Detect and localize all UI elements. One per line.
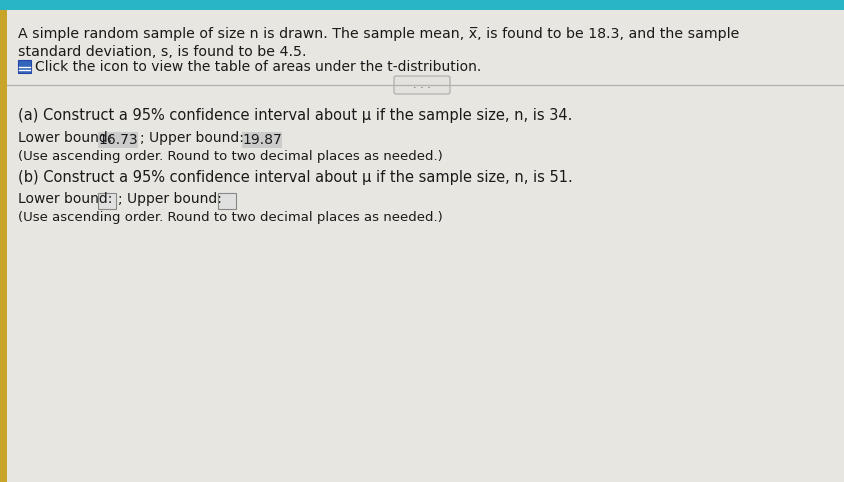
Text: (a) Construct a 95% confidence interval about μ if the sample size, n, is 34.: (a) Construct a 95% confidence interval … xyxy=(18,108,571,123)
Text: ; Upper bound:: ; Upper bound: xyxy=(140,131,244,145)
FancyBboxPatch shape xyxy=(18,60,31,73)
Text: Click the icon to view the table of areas under the t-distribution.: Click the icon to view the table of area… xyxy=(35,60,481,74)
Text: Lower bound:: Lower bound: xyxy=(18,192,112,206)
FancyBboxPatch shape xyxy=(98,132,138,148)
Text: (Use ascending order. Round to two decimal places as needed.): (Use ascending order. Round to two decim… xyxy=(18,150,442,163)
Text: A simple random sample of size n is drawn. The sample mean, x̅, is found to be 1: A simple random sample of size n is draw… xyxy=(18,27,738,41)
FancyBboxPatch shape xyxy=(98,193,116,209)
Text: (Use ascending order. Round to two decimal places as needed.): (Use ascending order. Round to two decim… xyxy=(18,211,442,224)
Text: 19.87: 19.87 xyxy=(242,133,282,147)
FancyBboxPatch shape xyxy=(218,193,235,209)
Text: . . .: . . . xyxy=(413,80,430,90)
Text: standard deviation, s, is found to be 4.5.: standard deviation, s, is found to be 4.… xyxy=(18,45,306,59)
Text: ; Upper bound:: ; Upper bound: xyxy=(118,192,222,206)
Text: 16.73: 16.73 xyxy=(98,133,138,147)
FancyBboxPatch shape xyxy=(241,132,282,148)
FancyBboxPatch shape xyxy=(393,76,450,94)
Text: Lower bound:: Lower bound: xyxy=(18,131,112,145)
Text: (b) Construct a 95% confidence interval about μ if the sample size, n, is 51.: (b) Construct a 95% confidence interval … xyxy=(18,170,572,185)
